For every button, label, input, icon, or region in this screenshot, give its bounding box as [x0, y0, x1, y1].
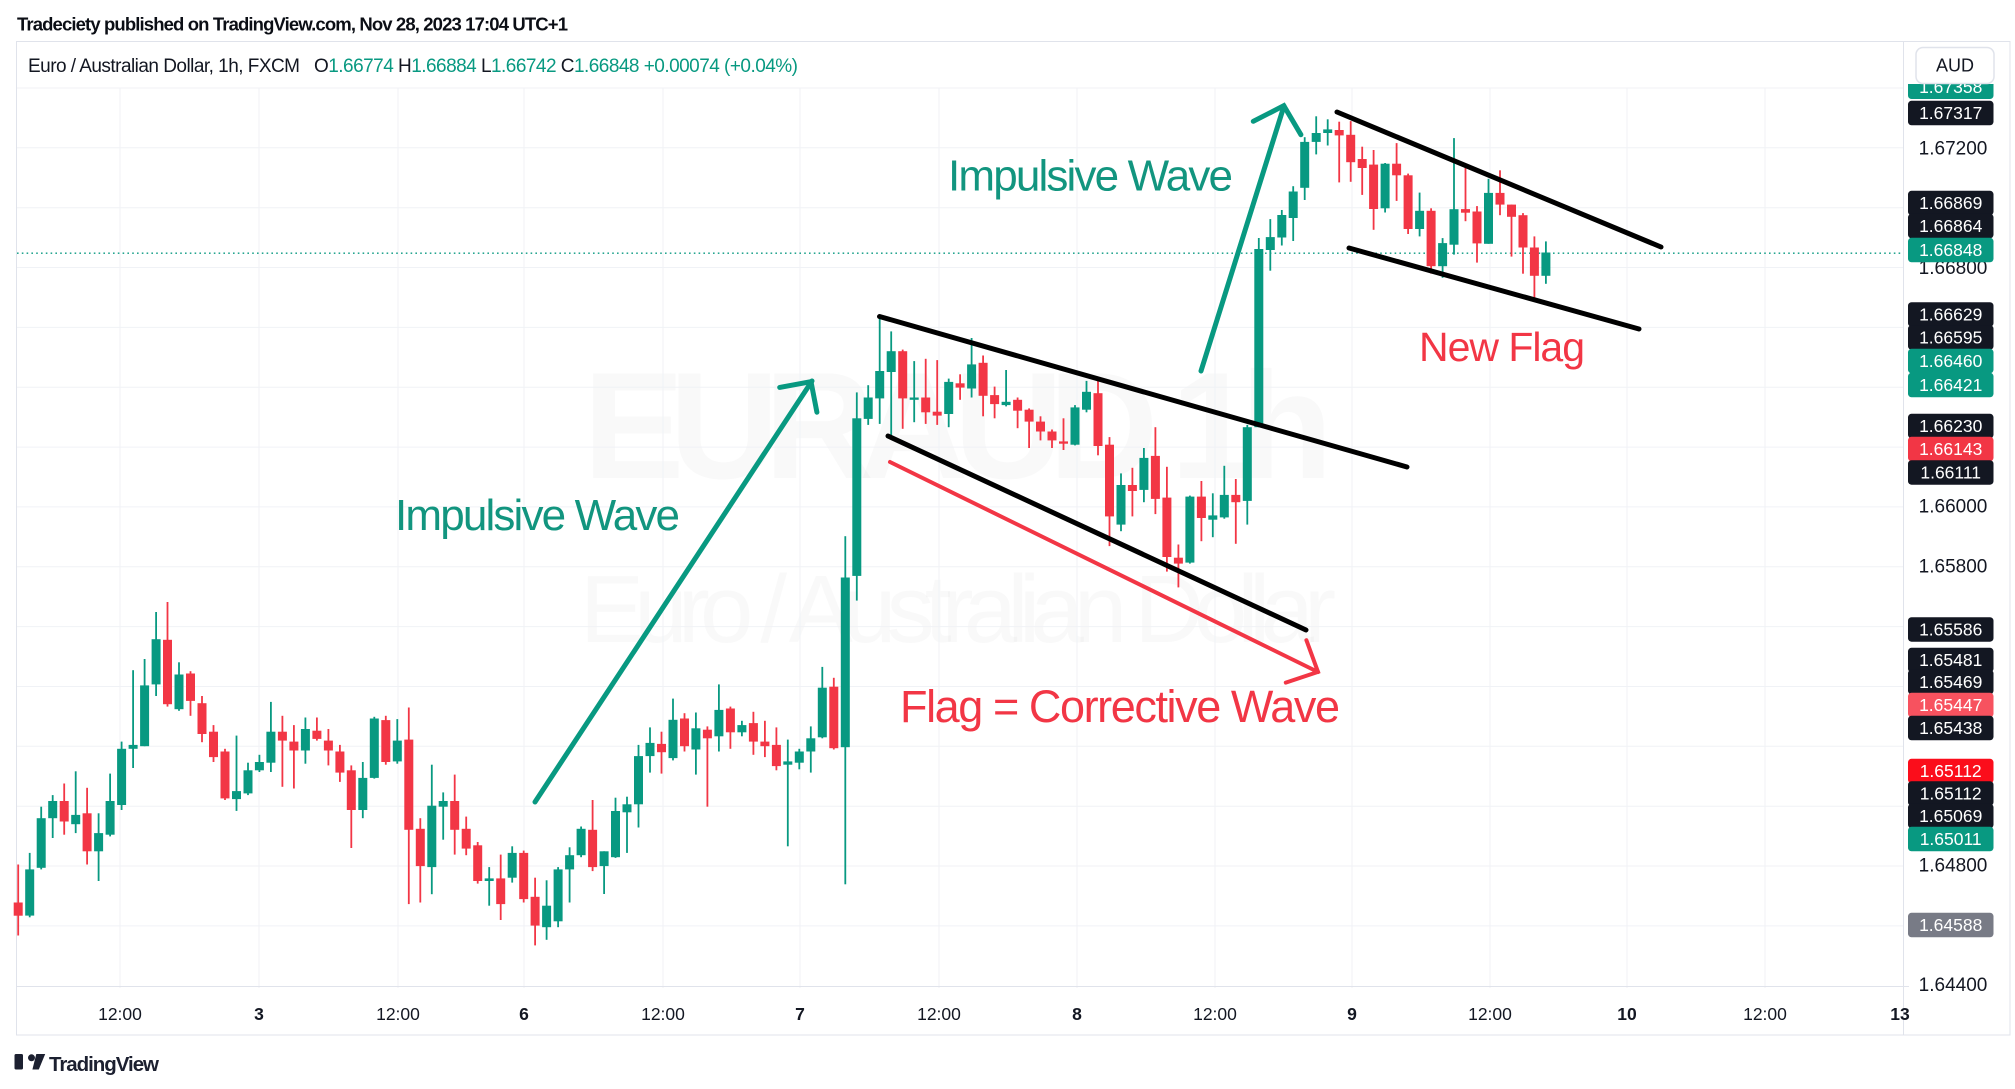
- svg-text:1.67200: 1.67200: [1919, 139, 1988, 160]
- svg-text:8: 8: [1072, 1004, 1082, 1024]
- svg-text:6: 6: [519, 1004, 529, 1024]
- svg-text:12:00: 12:00: [376, 1004, 420, 1024]
- svg-text:7: 7: [795, 1004, 805, 1024]
- svg-text:1.66421: 1.66421: [1919, 375, 1982, 395]
- svg-text:1.65447: 1.65447: [1919, 695, 1982, 715]
- svg-text:EURAUD 1h: EURAUD 1h: [583, 341, 1333, 511]
- svg-text:1.65069: 1.65069: [1919, 806, 1982, 826]
- svg-text:New Flag: New Flag: [1419, 324, 1585, 370]
- svg-text:1.65469: 1.65469: [1919, 672, 1982, 692]
- svg-text:12:00: 12:00: [1193, 1004, 1237, 1024]
- svg-text:1.65112: 1.65112: [1920, 784, 1982, 804]
- svg-text:1.65112: 1.65112: [1920, 761, 1982, 781]
- svg-text:1.65481: 1.65481: [1919, 650, 1982, 670]
- svg-text:1.66230: 1.66230: [1919, 416, 1983, 436]
- svg-text:1.66629: 1.66629: [1919, 305, 1982, 325]
- svg-text:12:00: 12:00: [98, 1004, 142, 1024]
- svg-text:O1.66774 H1.66884 L1.66742 C1.: O1.66774 H1.66884 L1.66742 C1.66848 +0.0…: [314, 56, 798, 77]
- svg-text:Euro / Australian Dollar, 1h,: Euro / Australian Dollar, 1h, FXCM: [28, 56, 300, 77]
- svg-text:1.66800: 1.66800: [1919, 258, 1988, 279]
- svg-text:1.66111: 1.66111: [1920, 463, 1981, 483]
- svg-text:1.66460: 1.66460: [1919, 351, 1983, 371]
- svg-text:1.66864: 1.66864: [1919, 216, 1983, 236]
- svg-text:1.66595: 1.66595: [1919, 328, 1982, 348]
- svg-text:AUD: AUD: [1936, 56, 1974, 76]
- svg-text:1.65800: 1.65800: [1919, 557, 1988, 578]
- svg-text:3: 3: [254, 1004, 264, 1024]
- svg-text:12:00: 12:00: [641, 1004, 685, 1024]
- svg-text:1.64400: 1.64400: [1919, 975, 1988, 996]
- svg-text:12:00: 12:00: [1743, 1004, 1787, 1024]
- svg-text:Euro / Australian Dollar: Euro / Australian Dollar: [580, 556, 1336, 663]
- svg-text:Tradeciety published on Tradin: Tradeciety published on TradingView.com,…: [17, 14, 568, 35]
- svg-text:12:00: 12:00: [917, 1004, 961, 1024]
- svg-text:TradingView: TradingView: [49, 1053, 159, 1076]
- svg-text:1.66000: 1.66000: [1919, 497, 1988, 518]
- svg-text:12:00: 12:00: [1468, 1004, 1512, 1024]
- svg-text:1.66848: 1.66848: [1919, 240, 1982, 260]
- svg-text:1.66143: 1.66143: [1919, 439, 1982, 459]
- svg-text:1.65438: 1.65438: [1919, 718, 1982, 738]
- svg-text:1.67317: 1.67317: [1919, 103, 1982, 123]
- svg-text:10: 10: [1617, 1004, 1637, 1024]
- svg-text:1.64588: 1.64588: [1919, 915, 1982, 935]
- svg-text:Impulsive Wave: Impulsive Wave: [948, 152, 1233, 201]
- svg-text:13: 13: [1890, 1004, 1910, 1024]
- svg-text:1.66869: 1.66869: [1919, 193, 1982, 213]
- svg-text:Impulsive Wave: Impulsive Wave: [395, 491, 680, 540]
- svg-text:Flag = Corrective Wave: Flag = Corrective Wave: [900, 681, 1340, 732]
- svg-text:1.65586: 1.65586: [1919, 620, 1982, 640]
- svg-text:9: 9: [1347, 1004, 1357, 1024]
- svg-text:1.65011: 1.65011: [1920, 829, 1982, 849]
- svg-text:1.67358: 1.67358: [1919, 77, 1982, 97]
- svg-text:1.64800: 1.64800: [1919, 856, 1988, 877]
